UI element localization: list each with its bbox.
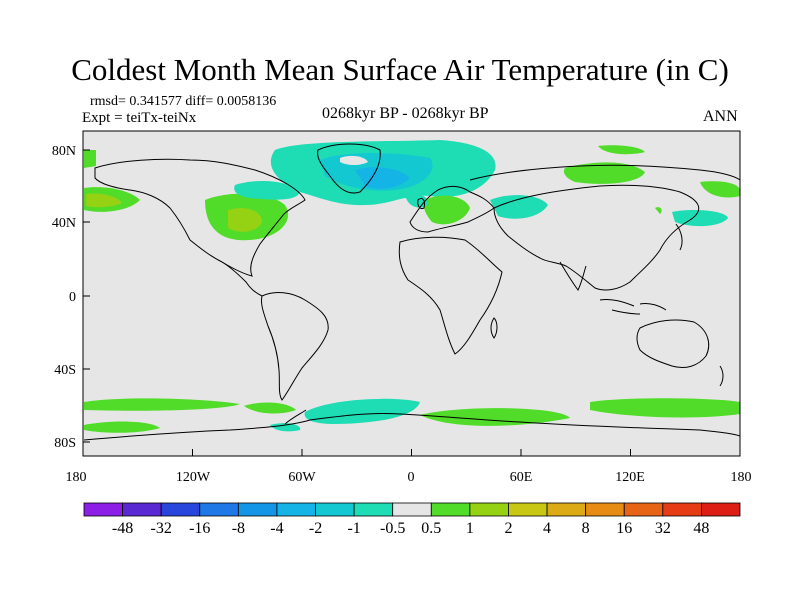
colorbar-label: -4 [270,520,283,537]
colorbar-box [315,502,355,517]
field-siberia-cool [490,195,548,219]
x-tick-label: 0 [408,470,415,485]
coast-arctic-eurasia [469,164,741,181]
field-greenland-white [340,155,368,165]
colorbar-box [585,502,625,517]
colorbar-box [122,502,162,517]
colorbar-box [546,502,587,517]
field-na-warm-core [228,208,262,232]
season-label: ANN [703,108,738,125]
colorbar-label: -16 [189,520,210,537]
colorbar-label: -0.5 [380,520,405,537]
y-tick-label: 0 [69,290,76,305]
coast-africa [398,236,503,355]
field-so-warm-3 [84,421,160,433]
field-so-warm-5 [590,398,740,418]
field-arctic-cool-3 [355,167,410,189]
axis-ticks [82,149,741,456]
coast-indonesia [599,299,667,315]
colorbar-label: -8 [232,520,245,537]
field-arctic-canada [84,150,96,168]
colorbar-box [392,502,432,517]
coast-india [559,261,587,291]
colorbar-box [276,502,316,517]
colorbar-box [623,502,664,517]
colorbar [83,502,741,517]
coast-antarctic-peninsula [284,409,307,425]
coast-greenland [317,143,381,194]
colorbar-box [701,502,741,517]
field-tibet-dot [655,207,662,214]
colorbar-box [430,502,471,517]
x-tick-label: 180 [66,470,87,485]
coast-south-america [261,292,329,401]
colorbar-label: -1 [347,520,360,537]
map-title: Coldest Month Mean Surface Air Temperatu… [71,52,729,87]
coast-new-zealand [719,365,724,387]
x-tick-label: 60W [288,470,316,485]
colorbar-box [83,502,123,517]
coast-central-america [221,261,263,297]
y-tick-label: 80N [52,144,76,159]
x-tick-label: 60E [510,470,533,485]
field-na-cool [234,180,300,200]
period-label: 0268kyr BP - 0268kyr BP [322,105,489,122]
coast-antarctica [83,412,741,441]
x-tick-label: 120W [176,470,211,485]
colorbar-label: 32 [655,520,671,537]
colorbar-box [353,502,394,517]
coast-japan [675,223,683,251]
colorbar-label: 8 [582,520,590,537]
coast-uk [417,197,425,209]
experiment-label: Expt = teiTx-teiNx [82,110,197,126]
coast-australia [636,319,710,369]
field-alaska-core [86,193,122,208]
colorbar-box [199,502,239,517]
field-so-cool-2 [270,423,301,432]
y-tick-label: 40N [52,216,76,231]
y-tick-label: 40S [54,363,76,378]
x-tick-labels: 180 120W 60W 0 60E 120E 180 [66,470,752,485]
field-asia-warm-1 [563,162,645,184]
colorbar-box [508,502,548,517]
colorbar-label: 16 [616,520,632,537]
field-asia-warm-2 [700,181,740,198]
y-tick-labels: 80N 40N 0 40S 80S [52,144,76,451]
colorbar-labels: -48 -32 -16 -8 -4 -2 -1 -0.5 0.5 1 2 4 8… [112,520,709,537]
field-so-warm-2 [244,402,296,414]
colorbar-label: 0.5 [421,520,441,537]
coast-north-america [94,158,306,277]
x-tick-label: 120E [615,470,645,485]
rmsd-stats: rmsd= 0.341577 diff= 0.0058136 [90,94,277,109]
colorbar-label: -48 [112,520,133,537]
field-arctic-east-warm [598,145,645,155]
field-so-warm-1 [84,398,240,411]
y-tick-label: 80S [54,436,76,451]
colorbar-box [469,502,509,517]
field-europe-warm [423,195,470,225]
colorbar-box [237,502,278,517]
colorbar-label: 2 [504,520,512,537]
coastlines [83,143,741,441]
colorbar-label: 1 [466,520,474,537]
field-so-cool [304,398,420,424]
colorbar-label: 48 [693,520,709,537]
colorbar-box [160,502,201,517]
colorbar-label: 4 [543,520,551,537]
x-tick-label: 180 [731,470,752,485]
coast-madagascar [490,317,498,339]
colorbar-label: -32 [151,520,172,537]
coast-asia [493,184,700,291]
colorbar-label: -2 [309,520,322,537]
field-so-warm-4 [420,408,570,426]
colorbar-box [662,502,702,517]
